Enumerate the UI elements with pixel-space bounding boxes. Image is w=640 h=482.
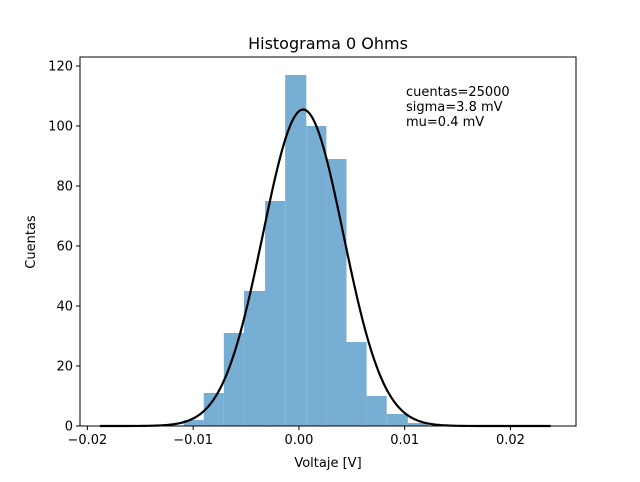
y-tick-label-2: 40 <box>56 300 73 315</box>
histogram-bar-11 <box>407 423 428 426</box>
y-tick-label-5: 100 <box>48 120 73 135</box>
histogram-bar-4 <box>265 201 286 426</box>
x-tick-label-1: −0.01 <box>173 433 213 448</box>
histogram-bar-6 <box>306 126 327 426</box>
annotation-counts: cuentas=25000 <box>406 85 510 100</box>
histogram-bar-0 <box>183 420 204 426</box>
histogram-bar-2 <box>223 333 244 426</box>
y-tick-label-4: 80 <box>56 180 73 195</box>
histogram-bar-1 <box>203 393 224 426</box>
histogram-bar-5 <box>285 75 307 426</box>
x-tick-label-3: 0.01 <box>390 433 419 448</box>
histogram-bar-9 <box>366 396 387 426</box>
annotation-sigma: sigma=3.8 mV <box>406 100 503 115</box>
x-tick-label-2: 0.00 <box>284 433 313 448</box>
histogram-bar-8 <box>346 342 367 426</box>
histogram-bars <box>183 75 428 426</box>
histogram-bar-10 <box>386 414 408 426</box>
y-tick-label-3: 60 <box>56 240 73 255</box>
chart-title: Histograma 0 Ohms <box>248 34 408 53</box>
x-tick-label-0: −0.02 <box>67 433 107 448</box>
y-axis-label: Cuentas <box>24 215 39 269</box>
y-tick-label-1: 20 <box>56 360 73 375</box>
x-axis-ticks: −0.02 −0.01 0.00 0.01 0.02 <box>67 426 525 448</box>
y-tick-label-0: 0 <box>65 420 73 435</box>
x-axis-label: Voltaje [V] <box>294 456 361 471</box>
annotation-mu: mu=0.4 mV <box>406 115 484 130</box>
y-tick-label-6: 120 <box>48 60 73 75</box>
histogram-bar-3 <box>243 291 266 426</box>
plot-frame <box>79 56 577 427</box>
y-axis-ticks: 0 20 40 60 80 100 120 <box>48 60 80 435</box>
x-tick-label-4: 0.02 <box>496 433 525 448</box>
